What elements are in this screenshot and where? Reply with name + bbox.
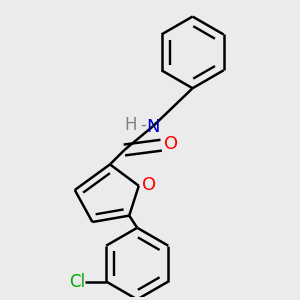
Text: Cl: Cl [69, 272, 85, 290]
Text: O: O [142, 176, 156, 194]
Text: N: N [146, 118, 159, 136]
Text: H: H [124, 116, 137, 134]
Text: -: - [140, 116, 146, 134]
Text: O: O [164, 135, 178, 153]
